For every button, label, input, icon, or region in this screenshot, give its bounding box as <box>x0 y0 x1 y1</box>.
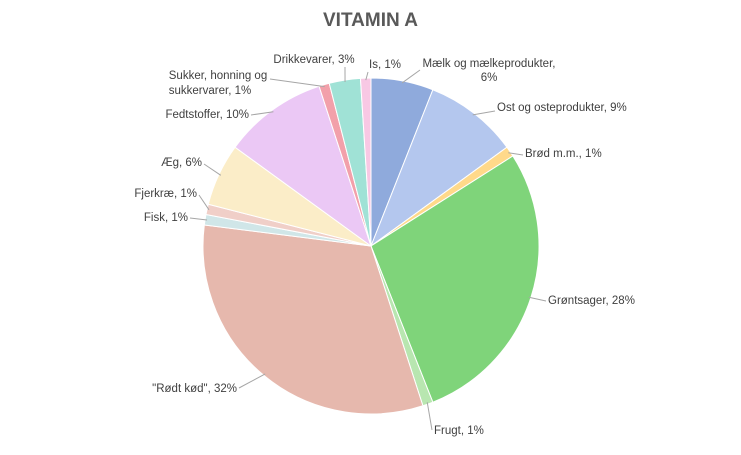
leader-line <box>508 152 524 156</box>
leader-line <box>250 111 274 116</box>
leader-line <box>528 296 547 302</box>
slice-label: "Rødt kød", 32% <box>152 383 237 395</box>
slice-label: Fjerkræ, 1% <box>134 188 197 200</box>
slice-label: Drikkevarer, 3% <box>273 54 354 66</box>
leader-line <box>365 71 369 81</box>
leader-line <box>269 78 325 88</box>
chart-title: VITAMIN A <box>323 10 418 31</box>
leader-line <box>238 373 266 389</box>
pie-slice <box>359 77 372 247</box>
slice-label: Grøntsager, 28% <box>548 295 635 307</box>
slice-label: Ost og osteprodukter, 9% <box>497 102 627 114</box>
pie-slice <box>369 89 508 248</box>
leader-line <box>198 194 210 211</box>
leader-line <box>401 69 421 84</box>
slice-label: Fisk, 1% <box>144 212 188 224</box>
pie-slice <box>234 85 372 248</box>
slice-label: Mælk og mælkeprodukter, 6% <box>423 58 556 84</box>
pie-slice <box>202 224 424 415</box>
leader-line <box>426 402 433 431</box>
slice-label: Æg, 6% <box>161 157 202 169</box>
leader-line <box>189 217 208 221</box>
slice-label: Sukker, honning og sukkervarer, 1% <box>169 70 267 97</box>
slice-label: Frugt, 1% <box>434 425 484 437</box>
leader-line <box>203 163 222 176</box>
slice-label: Fedtstoffer, 10% <box>165 109 249 121</box>
leader-line <box>472 110 496 116</box>
slice-label: Is, 1% <box>369 59 401 71</box>
slice-label: Brød m.m., 1% <box>525 148 602 160</box>
